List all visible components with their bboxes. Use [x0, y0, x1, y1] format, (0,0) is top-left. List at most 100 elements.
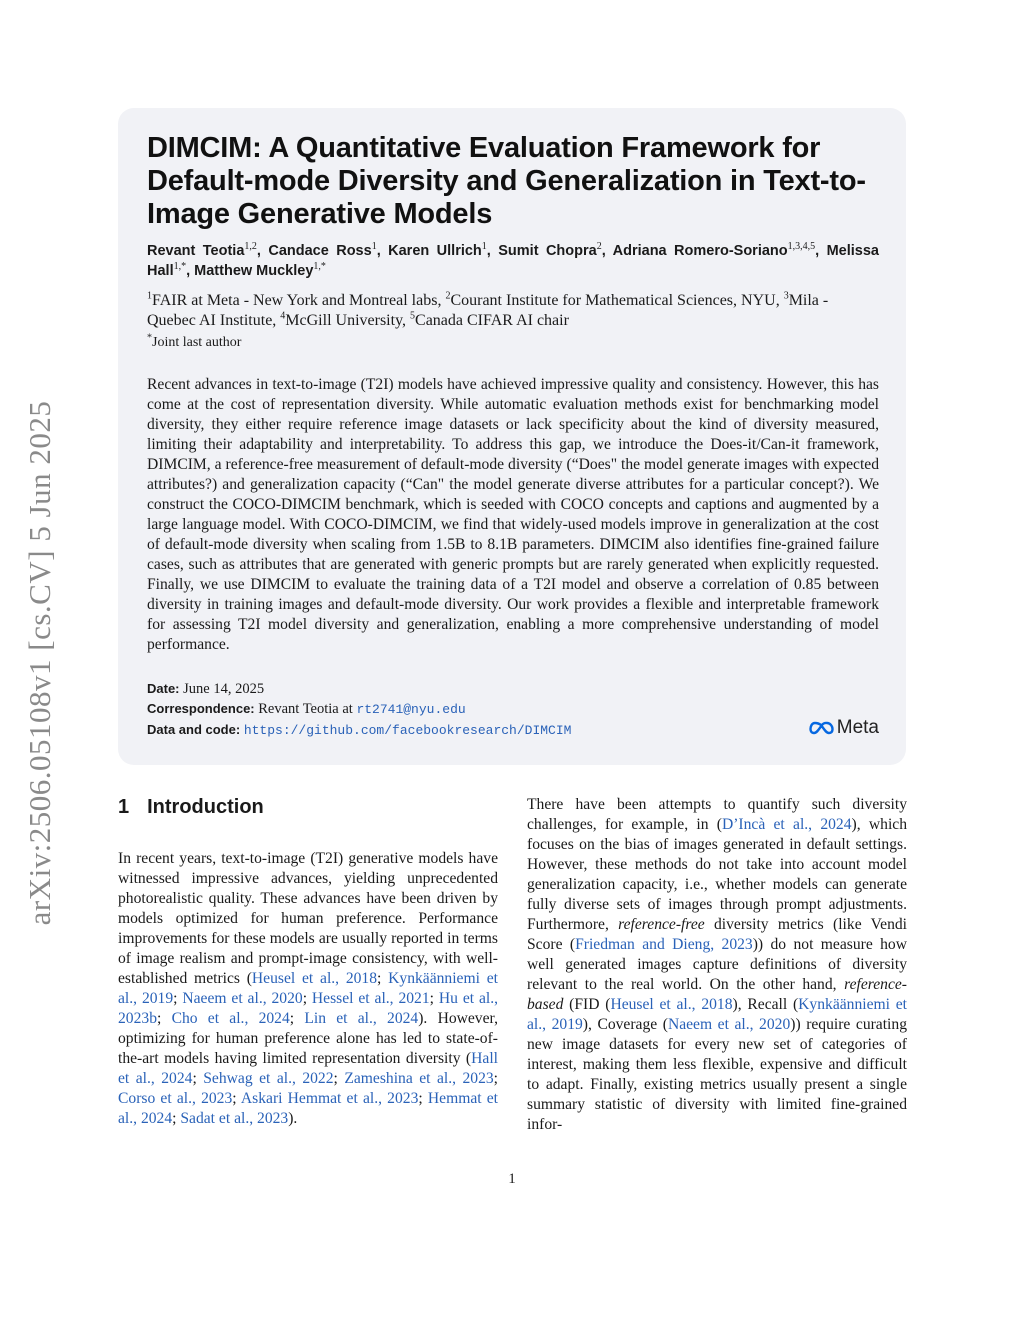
body-text: ). However, optimizing for human prefere… [118, 1010, 498, 1067]
arxiv-identifier: arXiv:2506.05108v1 [cs.CV] 5 Jun 2025 [22, 400, 57, 926]
body-text: ; [333, 1070, 345, 1087]
affiliation-text: Courant Institute for Mathematical Scien… [450, 292, 776, 309]
body-text: ). [288, 1110, 298, 1127]
code-label: Data and code: [147, 722, 241, 737]
author-affiliation-marker: 1,3,4,5 [787, 241, 816, 253]
affiliation-marker: 2 [445, 290, 451, 302]
citation-link[interactable]: D’Incà et al., 2024 [721, 816, 852, 833]
citation-link[interactable]: Hessel et al., 2021 [311, 990, 430, 1007]
date-label: Date: [147, 681, 180, 696]
right-column-text: There have been attempts to quantify suc… [527, 795, 907, 1135]
author-name: Revant Teotia [147, 243, 245, 259]
body-text: )) do not measure how well generated ima… [527, 936, 907, 993]
affiliation-marker: 3 [783, 290, 789, 302]
emphasized-term: reference-free [618, 916, 705, 933]
citation-link[interactable]: Friedman and Dieng, 2023 [575, 936, 753, 953]
body-text: ; [192, 1070, 204, 1087]
metadata-section: Date: June 14, 2025 Correspondence: Reva… [147, 679, 879, 741]
body-text: ; [232, 1090, 241, 1107]
emphasized-term: reference-based [527, 976, 907, 1013]
page-number: 1 [508, 1171, 516, 1187]
meta-logo-text: Meta [836, 717, 879, 738]
date-value: June 14, 2025 [183, 681, 265, 697]
author-affiliation-marker: 1,* [173, 261, 187, 273]
body-text: In recent years, text-to-image (T2I) gen… [118, 850, 498, 987]
meta-infinity-icon [809, 721, 834, 735]
citation-link[interactable]: Hemmat et al., 2024 [118, 1090, 499, 1127]
paper-metadata: Date: June 14, 2025 Correspondence: Reva… [147, 679, 879, 741]
author-name: Karen Ullrich [388, 243, 482, 259]
correspondence-row: Correspondence: Revant Teotia at rt2741@… [147, 699, 879, 720]
citation-link[interactable]: Kynkäänniemi et al., 2019 [527, 996, 907, 1033]
body-text: ; [173, 990, 183, 1007]
citation-link[interactable]: Sehwag et al., 2022 [203, 1070, 334, 1087]
author-affiliation-marker: 1,2 [244, 241, 257, 253]
body-text: ; [429, 990, 439, 1007]
author-name: Candace Ross [268, 243, 372, 259]
affiliation-marker: 1 [147, 290, 152, 302]
author-affiliation-marker: 1 [481, 241, 487, 253]
github-link[interactable]: https://github.com/facebookresearch/DIMC… [243, 723, 572, 738]
affiliation-text: McGill University [285, 312, 403, 329]
affiliation-text: FAIR at Meta - New York and Montreal lab… [152, 292, 438, 309]
author-name: Matthew Muckley [194, 263, 314, 279]
author-affiliation-marker: 1 [371, 241, 377, 253]
citation-link[interactable]: Heusel et al., 2018 [251, 970, 378, 987]
citation-link[interactable]: Lin et al., 2024 [304, 1010, 419, 1027]
author-name: Sumit Chopra [498, 243, 597, 259]
citation-link[interactable]: Sadat et al., 2023 [180, 1110, 289, 1127]
section-title: Introduction [147, 796, 264, 818]
body-text: diversity metrics (like Vendi Score ( [527, 916, 907, 953]
page-content: DIMCIM: A Quantitative Evaluation Framew… [118, 108, 907, 1188]
body-text: (FID ( [563, 996, 611, 1013]
citation-link[interactable]: Hall et al., 2024 [118, 1050, 498, 1087]
affiliation-marker: 4 [280, 310, 286, 322]
affiliation-text: Mila - Quebec AI Institute [147, 292, 829, 329]
left-column: 1 Introduction In recent years, text-to-i… [118, 795, 498, 1135]
citation-link[interactable]: Naeem et al., 2020 [182, 990, 303, 1007]
body-text: ; [302, 990, 312, 1007]
author-affiliation-marker: 1,* [313, 261, 326, 273]
citation-link[interactable]: Heusel et al., 2018 [610, 996, 733, 1013]
joint-author-note: *Joint last author [147, 333, 879, 353]
body-text: ), Recall ( [732, 996, 799, 1013]
note-marker: * [147, 332, 152, 344]
body-text: )) require curating new image datasets f… [527, 1016, 907, 1133]
citation-link[interactable]: Naeem et al., 2020 [667, 1016, 791, 1033]
author-affiliation-marker: 2 [596, 241, 602, 253]
author-name: Melissa Hall [147, 243, 879, 279]
author-list: Revant Teotia1,2, Candace Ross1, Karen U… [147, 241, 879, 279]
affiliation-text: Canada CIFAR AI chair [415, 312, 569, 329]
affiliations: 1FAIR at Meta - New York and Montreal la… [147, 290, 829, 329]
author-name: Adriana Romero-Soriano [612, 243, 788, 259]
citation-link[interactable]: Corso et al., 2023 [118, 1090, 233, 1107]
abstract: Recent advances in text-to-image (T2I) m… [147, 376, 879, 653]
section-number: 1 [118, 796, 130, 818]
email-link[interactable]: rt2741@nyu.edu [356, 702, 466, 717]
citation-link[interactable]: Hu et al., 2023b [118, 990, 499, 1027]
citation-link[interactable]: Zameshina et al., 2023 [344, 1070, 494, 1087]
body-text: There have been attempts to quantify suc… [527, 796, 907, 833]
body-text: ; [156, 1010, 172, 1027]
citation-link[interactable]: Askari Hemmat et al., 2023 [240, 1090, 419, 1107]
correspondence-label: Correspondence: [147, 701, 255, 716]
note-text: Joint last author [152, 335, 242, 350]
body-text: ; [289, 1010, 305, 1027]
citation-link[interactable]: Cho et al., 2024 [171, 1010, 290, 1027]
affiliation-marker: 5 [410, 310, 416, 322]
meta-logo: Meta [809, 717, 879, 739]
code-row: Data and code: https://github.com/facebo… [147, 720, 879, 741]
body-columns: 1 Introduction In recent years, text-to-i… [118, 795, 907, 1135]
left-column-text: In recent years, text-to-image (T2I) gen… [118, 849, 498, 1129]
body-text: ; [418, 1090, 428, 1107]
body-text: ; [377, 970, 389, 987]
date-row: Date: June 14, 2025 [147, 679, 879, 699]
body-text: ), Coverage ( [582, 1016, 668, 1033]
body-text: ; [172, 1110, 181, 1127]
header-box: DIMCIM: A Quantitative Evaluation Framew… [118, 108, 906, 765]
paper-title: DIMCIM: A Quantitative Evaluation Framew… [147, 132, 866, 230]
body-text: ; [493, 1070, 499, 1087]
section-heading: 1 Introduction [118, 795, 498, 819]
citation-link[interactable]: Kynkäänniemi et al., 2019 [118, 970, 498, 1007]
body-text: ), which focuses on the bias of images g… [527, 816, 907, 933]
